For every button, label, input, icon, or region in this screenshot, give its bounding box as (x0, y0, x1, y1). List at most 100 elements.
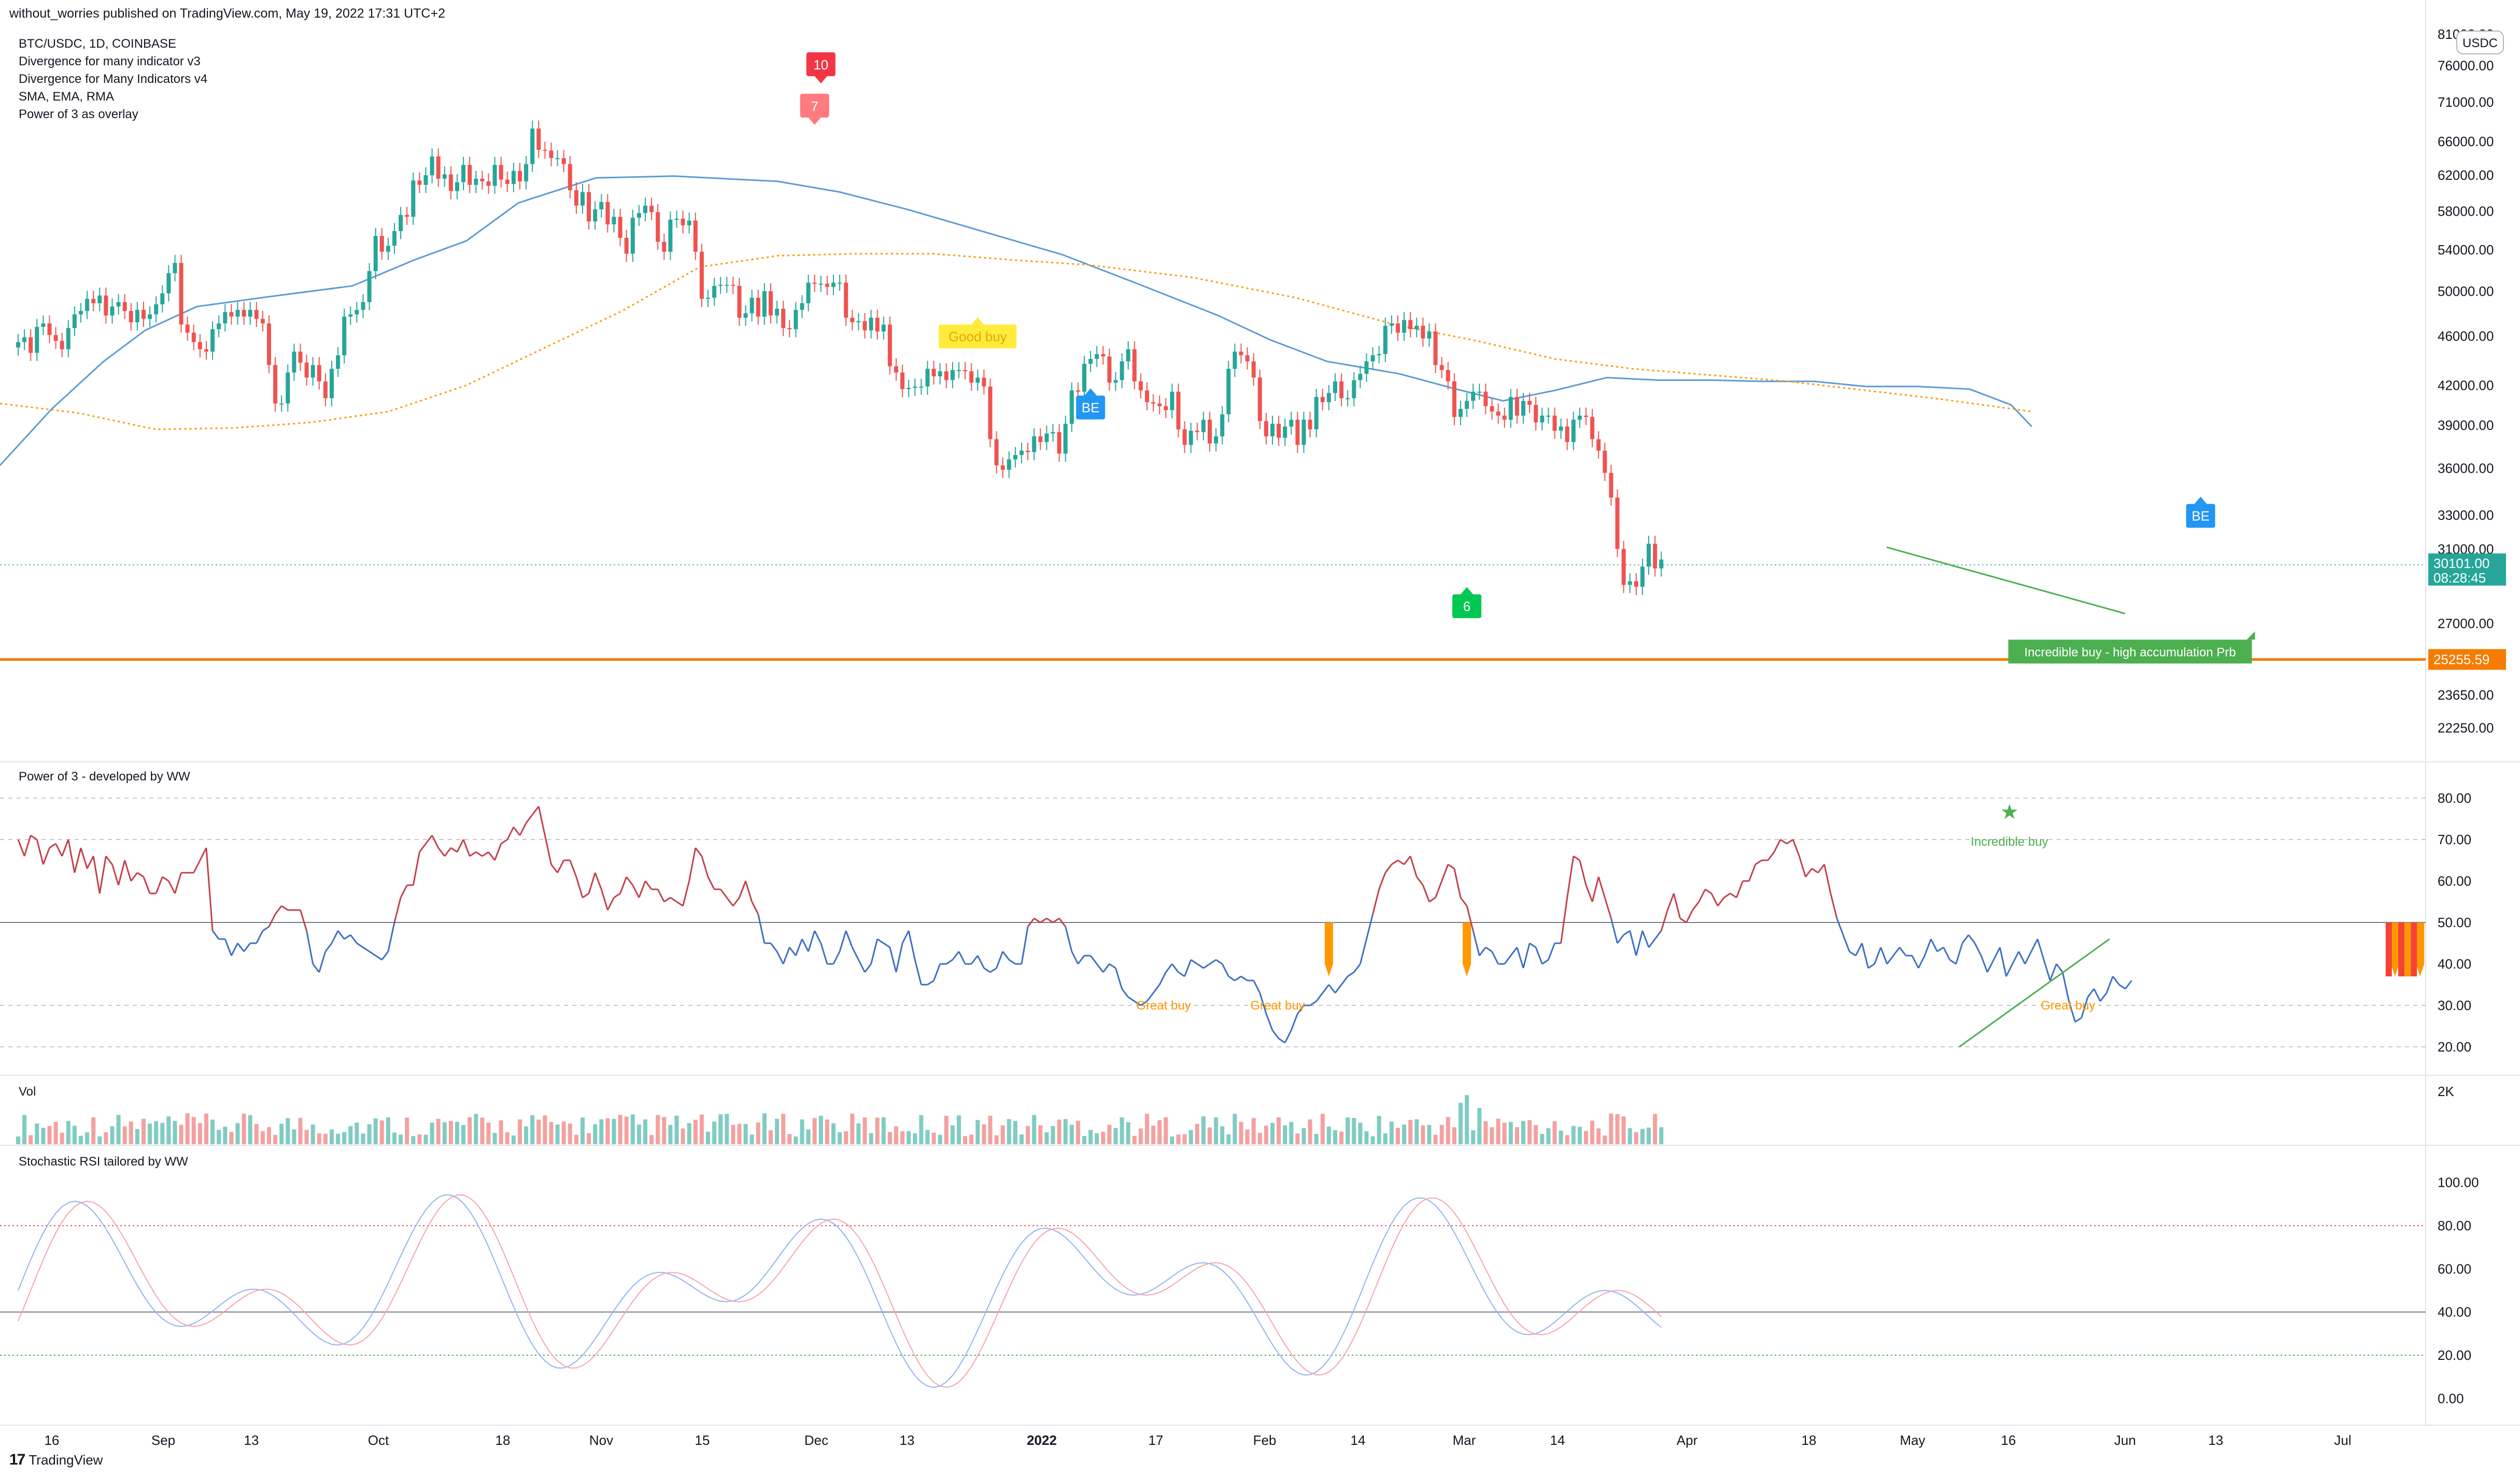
power3-line-segment (1158, 972, 1167, 985)
power3-line-segment (989, 967, 997, 973)
candle-body (643, 205, 647, 214)
candle-body (1653, 544, 1658, 569)
power3-tick-label: 50.00 (2438, 915, 2471, 930)
volume-bar (1383, 1133, 1388, 1144)
candle-body (1057, 432, 1061, 454)
time-axis-label: 13 (2208, 1432, 2224, 1448)
candle-body (794, 309, 798, 330)
candle-body (116, 302, 121, 307)
candle-body (668, 219, 673, 252)
volume-bar (1421, 1125, 1425, 1144)
volume-bar (656, 1115, 660, 1144)
price-tick-label: 33000.00 (2438, 507, 2494, 523)
candle-body (674, 218, 679, 220)
support-badge (2428, 649, 2506, 670)
power3-line-segment (1698, 889, 1706, 902)
tradingview-brand[interactable]: 17 TradingView (9, 1451, 103, 1469)
candle-body (1389, 323, 1394, 326)
candle-body (649, 205, 654, 212)
power3-line-segment (927, 979, 935, 986)
volume-bar (1477, 1108, 1482, 1144)
candle-body (850, 318, 855, 322)
volume-bar (392, 1132, 397, 1144)
volume-bar (355, 1123, 359, 1144)
candle-body (85, 299, 90, 311)
candle-body (317, 365, 321, 381)
power3-line-segment (1666, 893, 1675, 911)
support-level-label: 25255.59 (2433, 651, 2489, 667)
candle-body (1132, 349, 1137, 381)
price-tick-label: 62000.00 (2438, 167, 2494, 183)
legend-indicator-ma[interactable]: SMA, EMA, RMA (19, 90, 115, 104)
power3-pane-title[interactable]: Power of 3 - developed by WW (19, 770, 190, 784)
candle-body (994, 439, 999, 465)
candle-body (1521, 401, 1525, 416)
volume-bar (731, 1125, 735, 1144)
volume-bar (1590, 1120, 1595, 1144)
chart-legend: BTC/USDC, 1D, COINBASE Divergence for ma… (19, 35, 207, 123)
power3-line-segment (1165, 963, 1173, 973)
volume-bar (1051, 1126, 1055, 1144)
candle-body (1020, 450, 1024, 456)
candle-body (1364, 361, 1369, 374)
volume-bar (975, 1120, 980, 1144)
power3-tick-label: 80.00 (2438, 790, 2471, 806)
volume-bar (681, 1128, 685, 1144)
legend-indicator-div-v4[interactable]: Divergence for Many Indicators v4 (19, 72, 208, 86)
candle-body (1245, 355, 1250, 362)
power3-line-segment (776, 951, 784, 964)
power3-line-segment (1221, 963, 1229, 977)
candle-body (1621, 549, 1626, 585)
power3-line-segment (262, 926, 270, 932)
power3-line-segment (619, 876, 628, 894)
volume-bar (197, 1123, 202, 1144)
candle-body (1540, 415, 1545, 423)
volume-bar (749, 1134, 754, 1144)
volume-bar (116, 1115, 121, 1144)
power3-line-segment (537, 806, 546, 836)
volume-bar (1640, 1129, 1645, 1144)
power3-line-segment (1109, 963, 1116, 969)
volume-bar (1277, 1117, 1281, 1144)
legend-indicator-power3-overlay[interactable]: Power of 3 as overlay (19, 107, 138, 121)
power3-line-segment (193, 860, 201, 873)
volume-bar (336, 1133, 341, 1144)
volume-bar (1402, 1124, 1407, 1144)
power3-line-segment (118, 860, 126, 886)
volume-bar (279, 1124, 284, 1144)
candle-body (1414, 325, 1419, 330)
volume-bar (474, 1114, 478, 1144)
power3-signal-bar (2416, 922, 2425, 976)
power3-line-segment (670, 897, 677, 903)
power3-line-segment (312, 963, 320, 973)
power3-line-segment (243, 943, 251, 952)
candle-body (1195, 431, 1199, 432)
candle-body (373, 236, 378, 272)
power3-line-segment (1102, 963, 1110, 973)
power3-line-segment (2112, 976, 2120, 985)
price-tick-label: 42000.00 (2438, 377, 2494, 393)
time-axis-label: 18 (495, 1432, 511, 1448)
volume-bar (862, 1117, 867, 1144)
volume-bar (1164, 1117, 1168, 1144)
candle-body (593, 209, 598, 222)
volume-pane-title[interactable]: Vol (19, 1085, 36, 1099)
volume-bar (887, 1132, 892, 1144)
volume-bar (1459, 1103, 1463, 1144)
candle-body (818, 283, 823, 285)
legend-symbol[interactable]: BTC/USDC, 1D, COINBASE (19, 37, 177, 51)
candle-body (881, 324, 886, 332)
candle-body (223, 312, 228, 324)
time-axis-label: Dec (804, 1432, 828, 1448)
volume-bar (1233, 1114, 1237, 1144)
volume-bar (1320, 1114, 1325, 1144)
legend-indicator-div-v3[interactable]: Divergence for many indicator v3 (19, 54, 201, 68)
power3-line-segment (1754, 859, 1762, 865)
stoch-pane-title[interactable]: Stochastic RSI tailored by WW (19, 1155, 188, 1169)
candle-body (47, 323, 52, 335)
power3-line-segment (1046, 917, 1054, 924)
candle-body (405, 215, 409, 217)
power3-line-segment (1686, 910, 1694, 923)
candle-body (1326, 393, 1331, 403)
